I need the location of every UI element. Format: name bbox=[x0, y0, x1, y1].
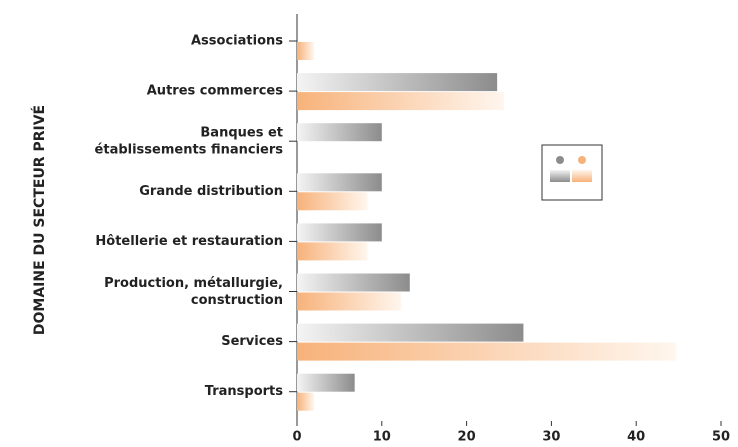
y-tick-label: Grande distribution bbox=[139, 184, 283, 199]
legend bbox=[541, 144, 603, 201]
bar bbox=[297, 223, 382, 242]
bar bbox=[297, 342, 677, 361]
y-tick-label: Autres commerces bbox=[147, 84, 284, 99]
bar bbox=[297, 292, 402, 311]
bar bbox=[297, 42, 314, 60]
y-tick-label: Production, métallurgie, construction bbox=[104, 276, 283, 308]
x-tick-label: 10 bbox=[373, 430, 391, 445]
y-tick-label: Services bbox=[221, 334, 283, 349]
x-tick-label: 0 bbox=[292, 430, 301, 445]
bar bbox=[297, 173, 382, 192]
icon-head bbox=[556, 156, 564, 164]
y-tick-label: Associations bbox=[191, 34, 283, 49]
bar bbox=[297, 242, 368, 261]
icon-head bbox=[578, 156, 586, 164]
bar bbox=[297, 323, 524, 342]
bar bbox=[297, 123, 382, 142]
icon-body bbox=[572, 170, 592, 182]
x-tick-label: 20 bbox=[458, 430, 476, 445]
bar bbox=[297, 392, 314, 411]
bar bbox=[297, 73, 498, 92]
legend-icon bbox=[550, 156, 570, 182]
x-tick-label: 30 bbox=[542, 430, 560, 445]
x-tick-label: 50 bbox=[712, 430, 730, 445]
bar bbox=[297, 192, 368, 211]
bar bbox=[297, 273, 410, 292]
icon-body bbox=[550, 170, 570, 182]
y-tick-label: Transports bbox=[205, 384, 283, 399]
bar bbox=[297, 92, 504, 111]
y-tick-label: Banques et établissements financiers bbox=[95, 125, 284, 157]
y-tick-label: Hôtellerie et restauration bbox=[95, 234, 283, 249]
legend-icon bbox=[572, 156, 592, 182]
y-axis-label: DOMAINE DU SECTEUR PRIVÉ bbox=[31, 105, 48, 335]
bar bbox=[297, 373, 355, 392]
x-tick-label: 40 bbox=[627, 430, 645, 445]
